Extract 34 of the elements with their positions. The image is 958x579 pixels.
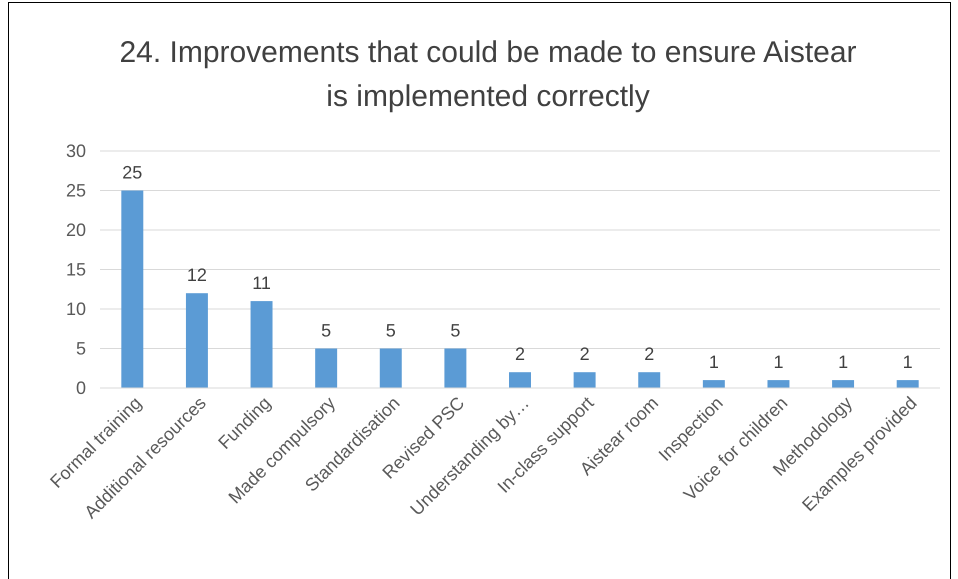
y-tick-label: 10 [66, 298, 86, 319]
data-label: 25 [122, 162, 142, 182]
data-label: 1 [773, 352, 784, 372]
bar [380, 348, 402, 388]
bar [574, 372, 596, 388]
data-label: 5 [450, 320, 460, 340]
y-tick-label: 20 [66, 220, 86, 240]
bar [832, 380, 854, 388]
bar [250, 301, 273, 388]
bar [444, 348, 466, 388]
data-label: 2 [514, 344, 526, 364]
chart-title: 24. Improvements that could be made to ensure Aistear is implemented correctly [119, 36, 857, 113]
bar [186, 293, 208, 388]
data-label: 5 [386, 320, 396, 340]
bar [638, 372, 660, 388]
bar [315, 348, 338, 388]
y-tick-label: 30 [66, 140, 86, 161]
data-label: 5 [321, 320, 332, 340]
data-label: 11 [252, 273, 271, 294]
data-label: 2 [644, 344, 654, 364]
bar [509, 372, 531, 388]
data-label: 1 [902, 352, 913, 372]
bar [896, 380, 919, 388]
data-label: 1 [838, 352, 848, 372]
bar [767, 380, 790, 388]
y-tick-label: 25 [66, 180, 86, 200]
y-tick-label: 0 [76, 378, 86, 398]
y-tick-label: 15 [66, 259, 86, 280]
bar [121, 190, 144, 388]
bar [702, 380, 725, 388]
data-label: 2 [580, 344, 590, 364]
y-tick-label: 5 [76, 338, 86, 358]
data-label: 1 [708, 352, 719, 372]
data-label: 12 [186, 265, 207, 286]
